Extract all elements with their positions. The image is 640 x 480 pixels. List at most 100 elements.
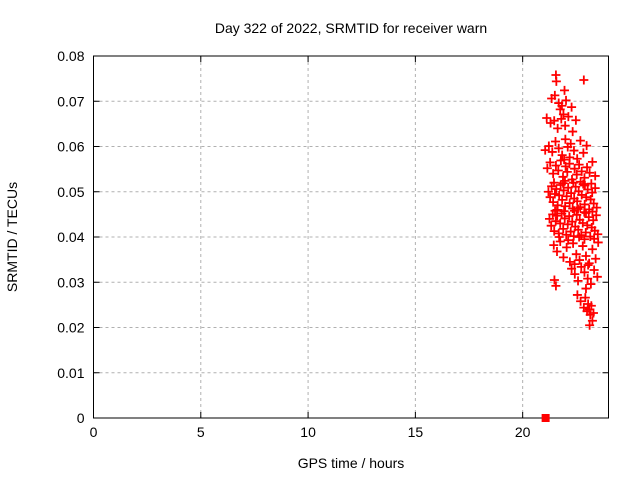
data-point-plus (570, 259, 580, 269)
data-point-plus (547, 147, 557, 157)
data-point-plus (548, 197, 558, 207)
data-point-plus (542, 113, 552, 123)
data-point-square (541, 414, 550, 422)
data-point-plus (571, 249, 581, 259)
data-point-plus (552, 246, 562, 256)
data-point-plus (575, 136, 585, 146)
chart-title: Day 322 of 2022, SRMTID for receiver war… (215, 20, 487, 36)
data-point-plus (580, 199, 590, 209)
data-point-plus (563, 235, 573, 245)
data-point-plus (577, 166, 587, 176)
data-point-plus (558, 224, 568, 234)
y-axis-label: SRMTID / TECUs (4, 182, 20, 292)
data-point-plus (587, 188, 597, 198)
data-point-plus (586, 179, 596, 189)
data-point-plus (567, 264, 577, 274)
data-point-plus (554, 143, 564, 153)
points-layer (540, 70, 603, 422)
data-point-plus (578, 179, 588, 189)
x-tick-label: 0 (90, 424, 98, 440)
data-point-plus (574, 232, 584, 242)
data-point-plus (551, 281, 561, 291)
tick-label-layer: 0 5 10 15 20 0 0.01 0.02 0.03 0.04 0.05 0.06 0.07 0.0… (57, 48, 530, 440)
data-point-plus (577, 190, 587, 200)
data-point-plus (581, 251, 591, 261)
data-point-plus (580, 180, 590, 190)
data-point-plus (568, 238, 578, 248)
data-point-plus (566, 139, 576, 149)
data-point-plus (589, 265, 599, 275)
data-point-plus (569, 206, 579, 216)
data-point-plus (551, 216, 561, 226)
data-point-plus (587, 244, 597, 254)
plot-border (93, 55, 609, 419)
data-point-plus (580, 293, 590, 303)
data-point-plus (589, 234, 599, 244)
data-point-plus (583, 274, 593, 284)
data-point-plus (555, 104, 565, 114)
data-point-plus (579, 75, 589, 85)
data-point-plus (579, 267, 589, 277)
data-point-plus (549, 116, 559, 126)
data-point-plus (545, 157, 555, 167)
data-point-plus (555, 237, 565, 247)
data-point-plus (583, 260, 593, 270)
data-point-plus (572, 290, 582, 300)
data-point-plus (578, 218, 588, 228)
tick-layer (93, 55, 609, 419)
y-tick-label: 0 (77, 410, 85, 426)
data-point-plus (549, 226, 559, 236)
data-point-plus (558, 252, 568, 262)
grid-layer (93, 56, 609, 418)
data-point-plus (562, 167, 572, 177)
data-point-plus (553, 165, 563, 175)
data-point-plus (561, 230, 571, 240)
data-point-plus (565, 198, 575, 208)
data-point-plus (556, 114, 566, 124)
data-point-plus (568, 127, 578, 137)
data-point-plus (572, 196, 582, 206)
data-point-plus (592, 272, 602, 282)
data-point-plus (578, 148, 588, 158)
data-point-plus (551, 76, 561, 86)
data-point-plus (588, 215, 598, 225)
data-point-plus (572, 154, 582, 164)
data-point-plus (558, 109, 568, 119)
y-tick-label: 0.02 (57, 320, 84, 336)
data-point-plus (581, 227, 591, 237)
data-point-plus (557, 195, 567, 205)
data-point-plus (592, 203, 602, 213)
data-point-plus (576, 296, 586, 306)
data-point-plus (551, 161, 561, 171)
data-point-plus (552, 211, 562, 221)
data-point-plus (584, 258, 594, 268)
data-point-plus (587, 316, 597, 326)
data-point-plus (569, 146, 579, 156)
data-point-plus (564, 211, 574, 221)
data-point-plus (550, 137, 560, 147)
data-point-plus (587, 157, 597, 167)
data-point-plus (573, 276, 583, 286)
data-point-plus (566, 227, 576, 237)
x-tick-label: 10 (300, 424, 316, 440)
data-point-plus (590, 171, 600, 181)
data-point-plus (574, 160, 584, 170)
data-point-plus (560, 201, 570, 211)
data-point-plus (544, 141, 554, 151)
data-point-plus (582, 220, 592, 230)
y-tick-label: 0.04 (57, 229, 84, 245)
data-point-plus (570, 269, 580, 279)
x-tick-label: 5 (197, 424, 205, 440)
data-point-plus (564, 159, 574, 169)
data-point-plus (549, 178, 559, 188)
data-point-plus (581, 284, 591, 294)
data-point-plus (559, 206, 569, 216)
data-point-plus (567, 217, 577, 227)
y-tick-label: 0.07 (57, 93, 84, 109)
data-point-plus (546, 221, 556, 231)
data-point-plus (562, 191, 572, 201)
data-point-plus (543, 187, 553, 197)
data-point-plus (550, 206, 560, 216)
data-point-plus (566, 188, 576, 198)
data-point-plus (570, 164, 580, 174)
